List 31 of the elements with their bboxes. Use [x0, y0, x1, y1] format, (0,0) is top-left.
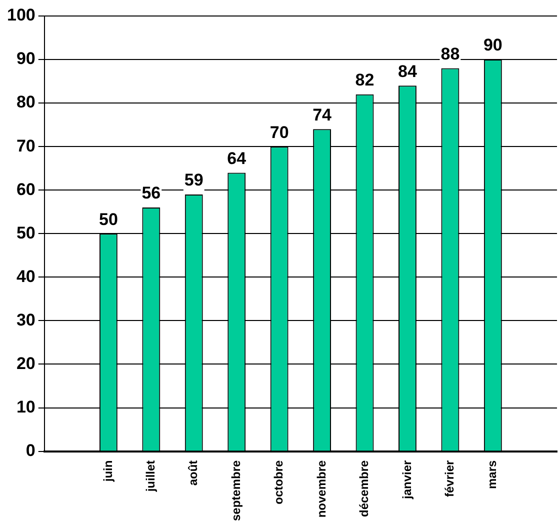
- y-tick-label: 10: [16, 397, 36, 416]
- x-tick-label: mars: [485, 460, 500, 489]
- y-tick-label: 100: [6, 6, 36, 25]
- y-tick-label: 80: [16, 92, 36, 112]
- x-tick-label: février: [442, 460, 457, 498]
- data-label: 56: [142, 184, 161, 203]
- y-tick-label: 60: [16, 180, 36, 199]
- x-tick-label: novembre: [314, 460, 328, 518]
- x-tick-label: janvier: [400, 460, 414, 500]
- data-label: 74: [312, 105, 332, 124]
- y-tick-label: 20: [16, 354, 36, 373]
- y-tick-label: 40: [16, 266, 36, 286]
- data-label: 70: [270, 122, 289, 142]
- data-label: 82: [355, 70, 374, 90]
- x-tick-label: décembre: [357, 460, 372, 518]
- data-label: 59: [184, 170, 204, 190]
- y-tick-label: 0: [26, 440, 36, 460]
- x-tick-label: octobre: [272, 460, 286, 504]
- data-label: 64: [227, 148, 247, 168]
- data-label: 50: [98, 210, 118, 229]
- data-label: 90: [483, 36, 502, 55]
- data-label: 84: [398, 62, 418, 81]
- y-tick-label: 50: [16, 223, 36, 242]
- data-label: 88: [440, 44, 460, 64]
- y-tick-label: 70: [16, 136, 36, 156]
- y-tick-label: 30: [16, 310, 36, 330]
- x-tick-label: septembre: [228, 460, 243, 522]
- y-tick-label: 90: [16, 49, 36, 68]
- x-tick-label: août: [186, 460, 200, 486]
- x-tick-label: juin: [100, 460, 115, 483]
- x-tick-label: juillet: [143, 460, 158, 493]
